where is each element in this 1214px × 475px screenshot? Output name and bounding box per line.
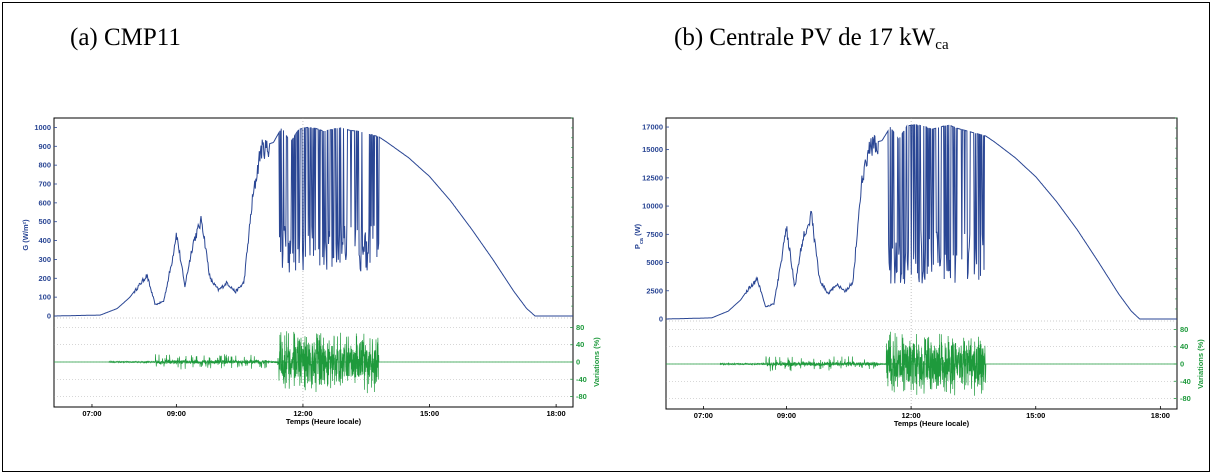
- x-tick-label: 07:00: [694, 411, 713, 420]
- y-axis-title: Pca (W): [633, 223, 645, 249]
- y-tick-label: 600: [38, 198, 51, 207]
- y2-tick-label: 80: [576, 323, 584, 332]
- x-tick-label: 18:00: [547, 409, 566, 418]
- x-tick-label: 12:00: [293, 409, 312, 418]
- x-tick-label: 09:00: [167, 409, 186, 418]
- y2-tick-label: 0: [576, 358, 580, 367]
- panel-label-b: (b) Centrale PV de 17 kWca: [674, 24, 949, 54]
- y2-tick-label: -80: [1180, 394, 1191, 403]
- y-tick-label: 800: [38, 161, 51, 170]
- y2-tick-label: -40: [1180, 377, 1191, 386]
- y-tick-label: 200: [38, 274, 51, 283]
- y2-tick-label: 0: [1180, 360, 1184, 369]
- x-axis-title: Temps (Heure locale): [286, 417, 362, 426]
- plot-frame: [665, 117, 1178, 410]
- y-axis-title-suffix: (W): [633, 223, 642, 238]
- y-tick-label: 700: [38, 180, 51, 189]
- y-tick-label: 15000: [642, 145, 663, 154]
- y-tick-label: 500: [38, 217, 51, 226]
- panel-label-a-text: (a) CMP11: [70, 24, 181, 51]
- panel-label-b-text: (b) Centrale PV de 17 kW: [674, 24, 936, 51]
- x-tick-label: 15:00: [1026, 411, 1045, 420]
- y-tick-label: 5000: [646, 258, 663, 267]
- y-tick-label: 400: [38, 236, 51, 245]
- x-tick-label: 15:00: [420, 409, 439, 418]
- panel-label-b-subscript: ca: [935, 37, 949, 53]
- y-tick-label: 10000: [642, 202, 663, 211]
- panel-label-a: (a) CMP11: [70, 24, 181, 54]
- y-axis-title-sub: ca: [639, 237, 645, 244]
- y-tick-label: 900: [38, 142, 51, 151]
- plot-frame: [53, 117, 574, 408]
- y-tick-label: 7500: [646, 230, 663, 239]
- y2-tick-label: 40: [1180, 342, 1188, 351]
- power-series-line: [666, 124, 1177, 320]
- y2-axis-title: Variations (%): [592, 337, 601, 387]
- chart-a: 0 100 200 300 400 500 600 700 800 900 1000 -80 -40 0 4…: [21, 117, 601, 426]
- y2-axis-title: Variations (%): [1196, 339, 1205, 389]
- x-tick-label: 07:00: [82, 409, 101, 418]
- y-tick-label: 17000: [642, 123, 663, 132]
- y-tick-label: 100: [38, 293, 51, 302]
- y2-tick-label: 40: [576, 340, 584, 349]
- chart-b: 0 2500 5000 7500 10000 12500 15000 17000 -80 -40 0…: [633, 117, 1205, 428]
- x-tick-label: 18:00: [1151, 411, 1170, 420]
- x-tick-label: 09:00: [777, 411, 796, 420]
- y-axis-title: G (W/m²): [21, 219, 30, 251]
- y-tick-label: 300: [38, 255, 51, 264]
- y2-tick-label: 80: [1180, 325, 1188, 334]
- variation-series-line: [719, 331, 987, 396]
- x-tick-label: 12:00: [902, 411, 921, 420]
- y-tick-label: 2500: [646, 286, 663, 295]
- y-tick-label: 1000: [34, 123, 51, 132]
- y-tick-label: 0: [47, 312, 51, 321]
- power-series-line: [54, 126, 573, 317]
- y2-tick-label: -80: [576, 392, 587, 401]
- variation-series-line: [108, 331, 380, 394]
- y2-tick-label: -40: [576, 375, 587, 384]
- y-tick-label: 0: [659, 315, 663, 324]
- y-tick-label: 12500: [642, 173, 663, 182]
- x-axis-title: Temps (Heure locale): [894, 419, 970, 428]
